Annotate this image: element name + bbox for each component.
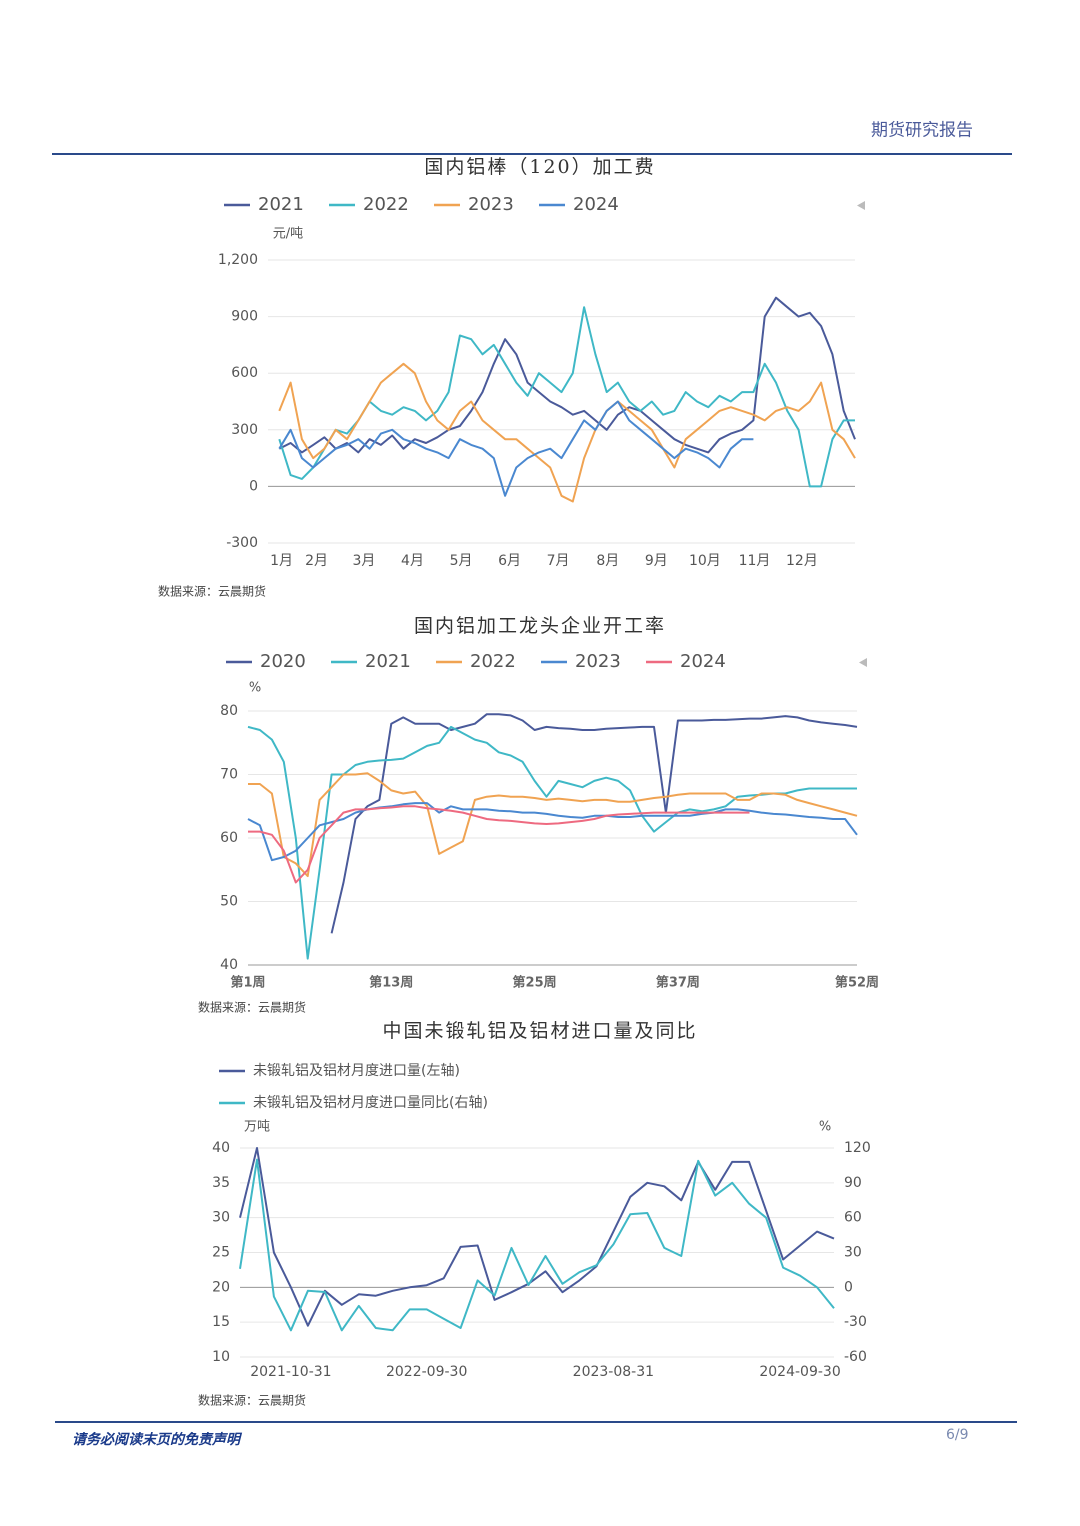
- x-tick-label: 7月: [547, 553, 570, 569]
- y2-tick-label: 120: [844, 1140, 871, 1156]
- y-tick-label: 15: [212, 1314, 230, 1330]
- page-number: 6/9: [946, 1427, 969, 1443]
- x-tick-label: 4月: [401, 553, 424, 569]
- legend-label: 2022: [363, 194, 409, 215]
- y-unit: 元/吨: [273, 227, 303, 242]
- x-tick-label: 9月: [645, 553, 668, 569]
- y-tick-label: 300: [231, 422, 258, 438]
- x-tick-label: 第13周: [369, 975, 413, 991]
- series-line: [278, 362, 856, 503]
- chart-title: 国内铝棒（120）加工费: [424, 156, 655, 178]
- legend-label: 2021: [258, 194, 304, 215]
- y-tick-label: 50: [220, 894, 238, 910]
- header-title: 期货研究报告: [871, 121, 973, 141]
- series-line: [248, 772, 858, 878]
- legend-pager: [857, 201, 865, 210]
- series-line: [248, 805, 750, 884]
- y-unit: 万吨: [244, 1120, 270, 1135]
- x-tick-label: 2月: [305, 553, 328, 569]
- series-line: [278, 400, 754, 497]
- y2-tick-label: 0: [844, 1279, 853, 1295]
- chart-title: 中国未锻轧铝及铝材进口量及同比: [382, 1020, 697, 1042]
- x-tick-label: 11月: [739, 553, 771, 569]
- y-unit: %: [249, 681, 261, 696]
- legend-label: 2023: [575, 651, 621, 672]
- footer-disclaimer: 请务必阅读末页的免责声明: [72, 1431, 243, 1448]
- legend-label: 未锻轧铝及铝材月度进口量(左轴): [253, 1063, 460, 1079]
- legend-label: 未锻轧铝及铝材月度进口量同比(右轴): [253, 1095, 488, 1111]
- series-line: [278, 306, 855, 488]
- x-tick-label: 3月: [352, 553, 375, 569]
- y-tick-label: 60: [220, 830, 238, 846]
- y2-tick-label: -30: [844, 1314, 867, 1330]
- y-tick-label: 10: [212, 1349, 230, 1365]
- y-tick-label: 20: [212, 1279, 230, 1295]
- source-note: 数据来源：云晨期货: [198, 1393, 306, 1408]
- x-tick-label: 第1周: [230, 975, 265, 991]
- y-tick-label: 0: [249, 478, 258, 494]
- x-tick-label: 第37周: [656, 975, 700, 991]
- x-tick-label: 10月: [689, 553, 721, 569]
- y-tick-label: 600: [231, 365, 258, 381]
- series-line: [239, 1147, 835, 1327]
- x-tick-label: 2024-09-30: [759, 1364, 840, 1380]
- x-tick-label: 5月: [450, 553, 473, 569]
- series-line: [247, 725, 857, 960]
- x-tick-label: 8月: [596, 553, 619, 569]
- y2-unit: %: [819, 1120, 831, 1135]
- x-tick-label: 6月: [498, 553, 521, 569]
- chart-title: 国内铝加工龙头企业开工率: [414, 615, 666, 637]
- series-line: [247, 802, 858, 862]
- y-tick-label: 40: [212, 1140, 230, 1156]
- y-tick-label: 70: [220, 767, 238, 783]
- y-tick-label: 40: [220, 957, 238, 973]
- x-tick-label: 2023-08-31: [573, 1364, 654, 1380]
- series-line: [330, 713, 858, 934]
- y-tick-label: -300: [226, 535, 258, 551]
- y-tick-label: 80: [220, 703, 238, 719]
- legend-label: 2023: [468, 194, 514, 215]
- y2-tick-label: 60: [844, 1210, 862, 1226]
- series-line: [278, 296, 856, 454]
- x-tick-label: 第25周: [513, 975, 557, 991]
- series-line: [239, 1158, 835, 1332]
- y2-tick-label: 30: [844, 1245, 862, 1261]
- source-note: 数据来源：云晨期货: [198, 1000, 306, 1015]
- legend-label: 2024: [680, 651, 726, 672]
- y-tick-label: 35: [212, 1175, 230, 1191]
- legend-pager: [859, 658, 867, 667]
- source-note: 数据来源：云晨期货: [158, 584, 266, 599]
- y-tick-label: 25: [212, 1245, 230, 1261]
- y-tick-label: 900: [231, 309, 258, 325]
- y-tick-label: 30: [212, 1210, 230, 1226]
- legend-label: 2024: [573, 194, 619, 215]
- legend-label: 2020: [260, 651, 306, 672]
- x-tick-label: 2021-10-31: [250, 1364, 331, 1380]
- y2-tick-label: 90: [844, 1175, 862, 1191]
- x-tick-label: 1月: [270, 553, 293, 569]
- x-tick-label: 2022-09-30: [386, 1364, 467, 1380]
- x-tick-label: 12月: [786, 553, 818, 569]
- legend-label: 2021: [365, 651, 411, 672]
- y-tick-label: 1,200: [218, 252, 258, 268]
- legend-label: 2022: [470, 651, 516, 672]
- x-tick-label: 第52周: [835, 975, 879, 991]
- y2-tick-label: -60: [844, 1349, 867, 1365]
